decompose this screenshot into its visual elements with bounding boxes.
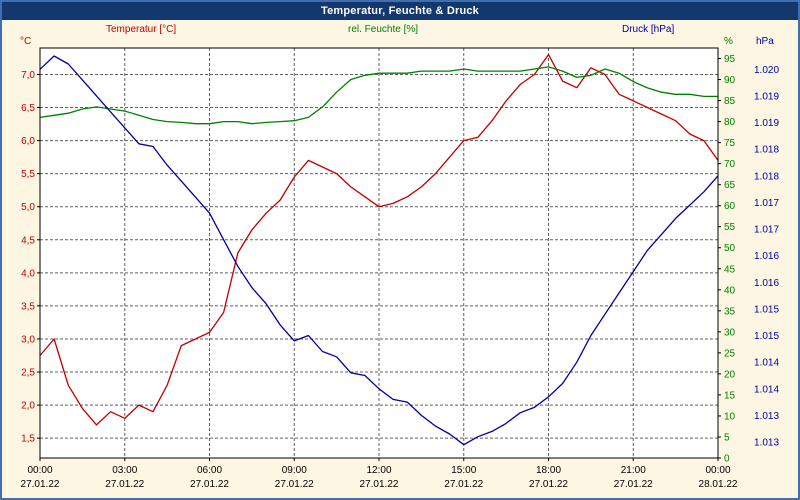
svg-text:85: 85 xyxy=(724,96,736,107)
svg-text:27.01.22: 27.01.22 xyxy=(529,479,568,490)
svg-text:70: 70 xyxy=(724,159,736,170)
y-axis-pressure-labels: 1.013 1.013 1.014 1.014 1.015 1.015 1.016 1.016… xyxy=(754,65,779,449)
svg-text:35: 35 xyxy=(724,306,736,317)
svg-text:30: 30 xyxy=(724,327,736,338)
gridlines xyxy=(40,48,718,458)
temp-unit-label: °C xyxy=(20,36,32,47)
svg-text:1.017: 1.017 xyxy=(754,198,779,209)
series-temp xyxy=(39,53,719,426)
svg-text:20: 20 xyxy=(724,369,736,380)
humidity-unit-label: % xyxy=(724,36,733,47)
svg-text:1.016: 1.016 xyxy=(754,251,779,262)
y-axis-humidity-labels: 0 5 10 15 20 25 30 35 40 45 50 55 60 65 70 75 80 85 90 95 xyxy=(724,54,736,464)
svg-text:27.01.22: 27.01.22 xyxy=(360,479,399,490)
svg-text:3,0: 3,0 xyxy=(21,334,35,345)
svg-text:80: 80 xyxy=(724,117,736,128)
svg-text:1.015: 1.015 xyxy=(754,331,779,342)
svg-text:1.014: 1.014 xyxy=(754,384,779,395)
svg-text:1.013: 1.013 xyxy=(754,411,779,422)
svg-text:2,0: 2,0 xyxy=(21,401,35,412)
svg-text:09:00: 09:00 xyxy=(282,465,307,476)
svg-text:00:00: 00:00 xyxy=(27,465,52,476)
svg-text:50: 50 xyxy=(724,243,736,254)
svg-text:1.019: 1.019 xyxy=(754,91,779,102)
svg-text:6,0: 6,0 xyxy=(21,136,35,147)
svg-text:21:00: 21:00 xyxy=(621,465,646,476)
series xyxy=(39,53,719,446)
svg-text:90: 90 xyxy=(724,75,736,86)
svg-text:27.01.22: 27.01.22 xyxy=(444,479,483,490)
svg-text:06:00: 06:00 xyxy=(197,465,222,476)
svg-text:1.015: 1.015 xyxy=(754,304,779,315)
svg-text:27.01.22: 27.01.22 xyxy=(614,479,653,490)
svg-text:00:00: 00:00 xyxy=(705,465,730,476)
humidity-axis-title: rel. Feuchte [%] xyxy=(348,24,419,35)
temperature-axis-title: Temperatur [°C] xyxy=(106,24,177,35)
svg-text:10: 10 xyxy=(724,411,736,422)
svg-text:03:00: 03:00 xyxy=(112,465,137,476)
svg-text:6,5: 6,5 xyxy=(21,103,35,114)
x-axis-labels: 00:00 27.01.22 03:00 27.01.22 06:00 27.01.22 0… xyxy=(21,465,738,490)
svg-text:60: 60 xyxy=(724,201,736,212)
svg-text:1,5: 1,5 xyxy=(21,434,35,445)
svg-text:27.01.22: 27.01.22 xyxy=(105,479,144,490)
svg-text:0: 0 xyxy=(724,454,730,465)
svg-text:27.01.22: 27.01.22 xyxy=(21,479,60,490)
series-pressure xyxy=(39,55,719,446)
pressure-axis-title: Druck [hPa] xyxy=(622,24,675,35)
svg-text:45: 45 xyxy=(724,264,736,275)
svg-text:12:00: 12:00 xyxy=(366,465,391,476)
y-axis-temperature-labels: 1,5 2,0 2,5 3,0 3,5 4,0 4,5 5,0 5,5 6,0 6,5 7,0 xyxy=(21,70,35,445)
svg-text:25: 25 xyxy=(724,348,736,359)
svg-text:28.01.22: 28.01.22 xyxy=(699,479,738,490)
svg-text:95: 95 xyxy=(724,54,736,65)
pressure-unit-label: hPa xyxy=(756,36,774,47)
svg-text:4,0: 4,0 xyxy=(21,268,35,279)
svg-text:1.014: 1.014 xyxy=(754,358,779,369)
svg-text:2,5: 2,5 xyxy=(21,368,35,379)
svg-text:18:00: 18:00 xyxy=(536,465,561,476)
svg-text:27.01.22: 27.01.22 xyxy=(190,479,229,490)
svg-text:15:00: 15:00 xyxy=(451,465,476,476)
svg-text:3,5: 3,5 xyxy=(21,301,35,312)
svg-text:4,5: 4,5 xyxy=(21,235,35,246)
svg-text:15: 15 xyxy=(724,390,736,401)
svg-text:40: 40 xyxy=(724,285,736,296)
svg-text:5,0: 5,0 xyxy=(21,202,35,213)
svg-text:1.020: 1.020 xyxy=(754,65,779,76)
svg-text:5,5: 5,5 xyxy=(21,169,35,180)
svg-text:65: 65 xyxy=(724,180,736,191)
svg-text:1.018: 1.018 xyxy=(754,145,779,156)
title-bar: Temperatur, Feuchte & Druck xyxy=(2,2,798,20)
series-humidity xyxy=(39,66,718,125)
svg-text:1.013: 1.013 xyxy=(754,438,779,449)
svg-text:27.01.22: 27.01.22 xyxy=(275,479,314,490)
svg-text:1.017: 1.017 xyxy=(754,225,779,236)
svg-text:55: 55 xyxy=(724,222,736,233)
svg-text:1.019: 1.019 xyxy=(754,118,779,129)
axis-ticks xyxy=(37,58,721,461)
window-title: Temperatur, Feuchte & Druck xyxy=(320,5,479,17)
svg-text:7,0: 7,0 xyxy=(21,70,35,81)
svg-text:1.016: 1.016 xyxy=(754,278,779,289)
svg-text:5: 5 xyxy=(724,432,730,443)
svg-text:75: 75 xyxy=(724,138,736,149)
svg-text:1.018: 1.018 xyxy=(754,171,779,182)
